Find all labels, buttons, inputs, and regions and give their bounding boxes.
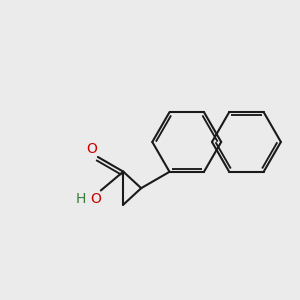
Text: O: O bbox=[86, 142, 97, 156]
Text: O: O bbox=[90, 192, 101, 206]
Text: H: H bbox=[76, 192, 86, 206]
